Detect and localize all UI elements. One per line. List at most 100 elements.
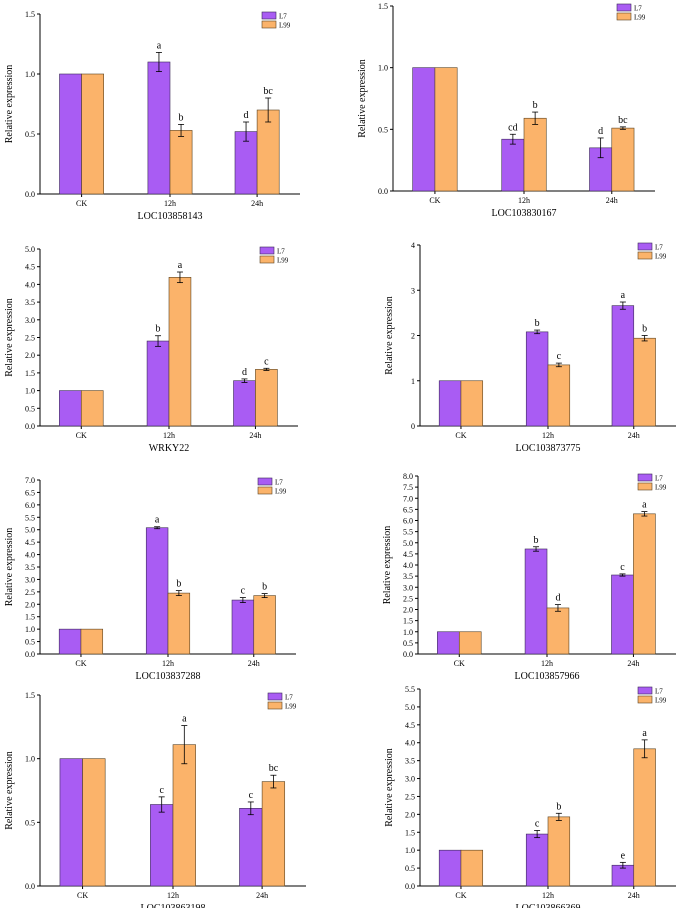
chart-title: LOC103830167	[492, 208, 557, 219]
chart-panel-6: 0.0 0.5 1.0 1.5 2.0 2.5 3.0 3.5 4.0 4.5 5.0 5.5 6.0 6…	[382, 472, 676, 682]
legend-swatch-l7	[637, 242, 653, 251]
bar-l99-12h	[547, 364, 571, 427]
legend-swatch-l99	[261, 20, 277, 29]
y-tick-label: 0.0	[25, 882, 35, 891]
x-tick-label: 12h	[164, 199, 176, 208]
bar-l99-24h	[611, 127, 635, 192]
x-tick-label: 12h	[542, 891, 554, 900]
significance-letter: b	[534, 535, 539, 546]
y-tick-label: 1.5	[378, 2, 388, 11]
bar-l99-ck	[460, 380, 484, 427]
y-tick-label: 0.5	[403, 639, 413, 648]
legend-label-l99: L99	[277, 257, 289, 265]
y-tick-label: 0.0	[405, 882, 415, 891]
bar-l99-ck	[80, 390, 104, 427]
significance-letter: a	[642, 500, 647, 511]
y-tick-label: 0.5	[25, 130, 35, 139]
y-tick-label: 7.0	[25, 476, 35, 485]
y-axis-label: Relative expression	[382, 526, 393, 605]
legend-label-l7: L7	[634, 5, 642, 13]
chart-title: LOC103863198	[141, 903, 206, 908]
y-tick-label: 3.5	[25, 298, 35, 307]
y-tick-label: 5.0	[25, 526, 35, 535]
legend-label-l99: L99	[655, 253, 667, 261]
y-tick-label: 0.0	[25, 650, 35, 659]
y-tick-label: 3	[411, 286, 415, 295]
significance-letter: d	[598, 126, 603, 137]
x-tick-label: 24h	[256, 891, 268, 900]
significance-letter: d	[242, 367, 247, 378]
y-axis-label: Relative expression	[4, 298, 15, 377]
chart-title: WRKY22	[149, 443, 190, 454]
x-tick-label: CK	[429, 196, 440, 205]
y-tick-label: 3.5	[403, 572, 413, 581]
y-tick-label: 4.5	[405, 721, 415, 730]
y-tick-label: 3.0	[25, 575, 35, 584]
bar-l99-ck	[460, 849, 484, 887]
bar-l7-12h	[150, 804, 174, 887]
bar-l99-12h	[172, 744, 196, 887]
bar-l7-12h	[501, 138, 525, 192]
legend-label-l99: L99	[655, 697, 667, 705]
y-tick-label: 4.0	[25, 551, 35, 560]
y-tick-label: 5.5	[403, 528, 413, 537]
x-tick-label: CK	[76, 199, 87, 208]
x-tick-label: 24h	[249, 431, 261, 440]
x-tick-label: 24h	[248, 659, 260, 668]
x-tick-label: 24h	[628, 431, 640, 440]
significance-letter: b	[179, 112, 184, 123]
y-tick-label: 0.5	[405, 864, 415, 873]
bar-l7-12h	[524, 548, 548, 655]
legend-label-l7: L7	[275, 479, 283, 487]
legend-label-l7: L7	[655, 688, 663, 696]
chart-title: LOC103837288	[136, 671, 201, 682]
y-tick-label: 4.5	[403, 550, 413, 559]
legend-label-l7: L7	[279, 13, 287, 21]
y-axis-label: Relative expression	[384, 748, 395, 827]
y-tick-label: 1.0	[25, 387, 35, 396]
chart-panel-7: 0.0 0.5 1.0 1.5 Relative expression CK 12h c a 24…	[4, 691, 306, 908]
y-tick-label: 0	[411, 422, 415, 431]
y-tick-label: 1.0	[403, 628, 413, 637]
y-tick-label: 7.5	[403, 483, 413, 492]
bar-l7-12h	[525, 331, 549, 427]
y-tick-label: 4.5	[25, 263, 35, 272]
significance-letter: bc	[263, 86, 273, 97]
x-tick-label: 12h	[541, 659, 553, 668]
significance-letter: b	[642, 324, 647, 335]
x-tick-label: CK	[454, 659, 465, 668]
x-tick-label: 12h	[518, 196, 530, 205]
chart-title: LOC103858143	[138, 211, 203, 222]
y-tick-label: 2.5	[403, 594, 413, 603]
bar-l7-12h	[147, 61, 171, 195]
significance-letter: a	[642, 728, 647, 739]
bar-l7-ck	[412, 67, 436, 192]
bar-l7-ck	[59, 758, 83, 887]
y-tick-label: 6.5	[25, 488, 35, 497]
y-axis-label: Relative expression	[4, 528, 15, 607]
bar-l99-24h	[253, 595, 276, 655]
y-tick-label: 2.5	[405, 792, 415, 801]
legend-label-l99: L99	[285, 703, 297, 711]
legend-swatch-l7	[637, 473, 653, 482]
y-tick-label: 2.5	[25, 588, 35, 597]
legend-label-l99: L99	[655, 484, 667, 492]
y-tick-label: 1.0	[25, 755, 35, 764]
legend-label-l99: L99	[275, 488, 287, 496]
bar-l99-24h	[633, 337, 656, 427]
significance-letter: b	[556, 801, 561, 812]
bar-l7-12h	[145, 527, 169, 655]
significance-letter: c	[249, 790, 254, 801]
legend-swatch-l7	[616, 3, 632, 12]
y-tick-label: 6.0	[25, 501, 35, 510]
y-tick-label: 2.5	[25, 334, 35, 343]
chart-title: LOC103857966	[515, 671, 580, 682]
x-tick-label: 24h	[627, 659, 639, 668]
y-tick-label: 3.0	[403, 583, 413, 592]
y-tick-label: 0.5	[25, 638, 35, 647]
y-tick-label: 3.5	[25, 563, 35, 572]
significance-letter: c	[241, 586, 246, 597]
y-tick-label: 2.0	[405, 810, 415, 819]
significance-letter: c	[159, 785, 164, 796]
